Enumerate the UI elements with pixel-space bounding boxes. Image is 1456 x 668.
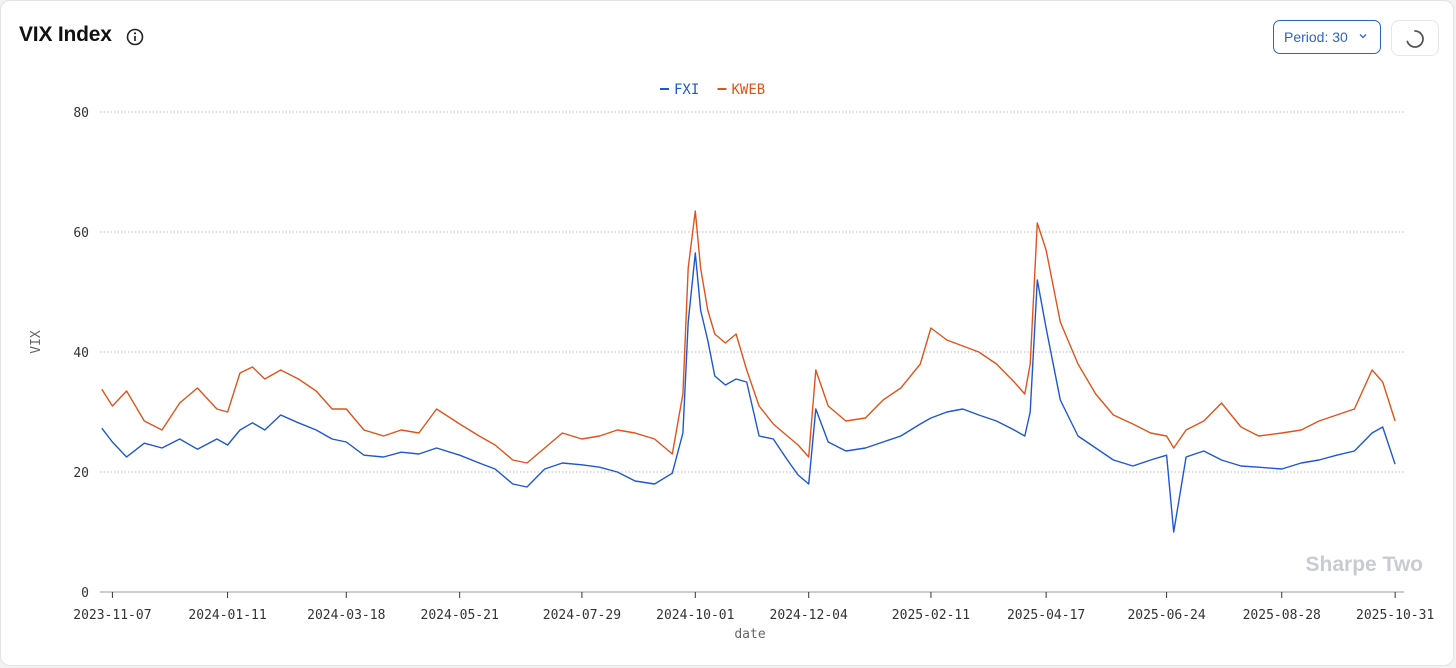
x-tick-label: 2024-01-11 <box>188 608 266 623</box>
x-tick-label: 2023-11-07 <box>73 608 151 623</box>
refresh-button[interactable] <box>1391 20 1439 56</box>
x-tick-label: 2025-08-28 <box>1243 608 1321 623</box>
series-line-kweb <box>101 210 1396 464</box>
x-tick-label: 2025-10-31 <box>1356 608 1434 623</box>
y-tick-label: 40 <box>73 346 89 361</box>
page-title: VIX Index <box>19 23 112 46</box>
x-tick-label: 2024-12-04 <box>770 608 848 623</box>
chevron-down-icon <box>1359 34 1367 39</box>
x-tick-label: 2024-10-01 <box>656 608 734 623</box>
info-icon[interactable] <box>125 27 145 47</box>
period-dropdown[interactable]: Period: 30 <box>1273 20 1381 54</box>
y-tick-label: 0 <box>81 586 89 601</box>
x-tick-label: 2024-03-18 <box>307 608 385 623</box>
x-tick-label: 2025-06-24 <box>1127 608 1205 623</box>
x-tick-label: 2024-07-29 <box>543 608 621 623</box>
y-axis-label: VIX <box>29 330 44 354</box>
y-tick-label: 60 <box>73 226 89 241</box>
x-tick-label: 2025-02-11 <box>892 608 970 623</box>
legend-label-kweb[interactable]: KWEB <box>732 82 766 98</box>
x-axis-label: date <box>734 627 765 642</box>
watermark: Sharpe Two <box>1306 553 1423 576</box>
x-tick-label: 2025-04-17 <box>1007 608 1085 623</box>
spinner-icon <box>1406 30 1424 48</box>
y-tick-label: 80 <box>73 106 89 121</box>
period-label: Period: 30 <box>1284 29 1348 45</box>
x-tick-label: 2024-05-21 <box>421 608 499 623</box>
legend-label-fxi[interactable]: FXI <box>674 82 699 98</box>
series-line-fxi <box>101 252 1396 533</box>
y-tick-label: 20 <box>73 466 89 481</box>
